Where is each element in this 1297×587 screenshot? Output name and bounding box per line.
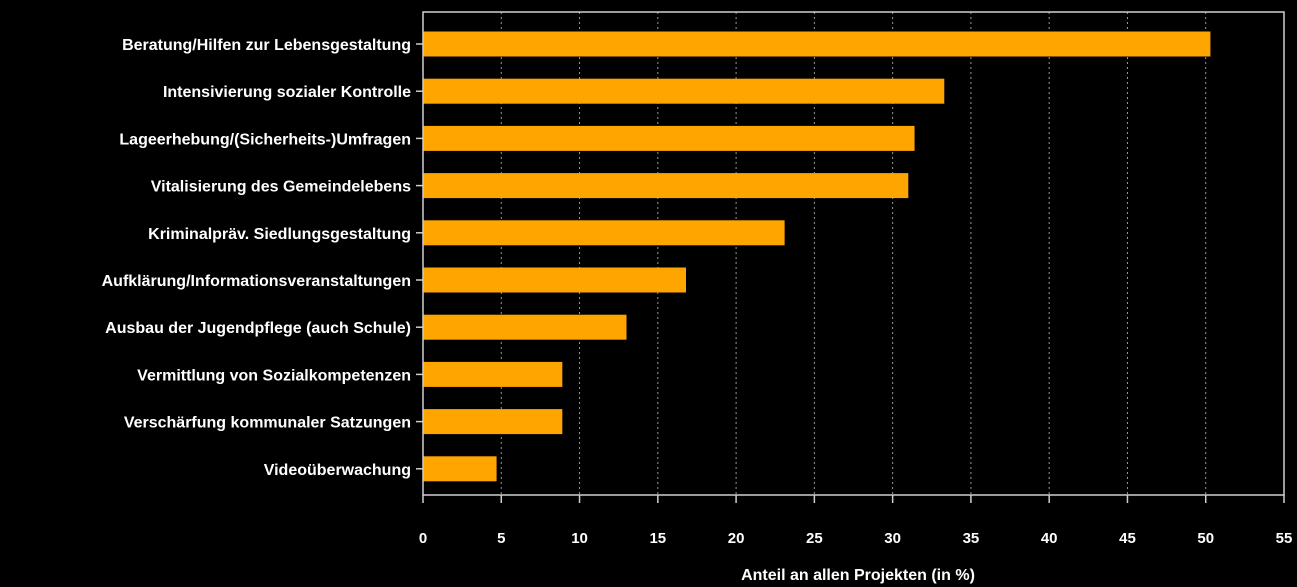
bar-5 [423,220,785,246]
category-label-7: Ausbau der Jugendpflege (auch Schule) [105,320,411,337]
x-tick-label-55: 55 [1276,530,1293,547]
category-label-6: Aufklärung/Informationsveranstaltungen [102,273,411,290]
bar-2 [423,78,945,104]
bar-8 [423,361,563,387]
category-label-4: Vitalisierung des Gemeindelebens [151,179,411,196]
category-labels: Beratung/Hilfen zur Lebensgestaltung Inte… [102,37,411,479]
x-tick-label-20: 20 [728,530,745,547]
axes [416,11,1285,503]
category-label-3: Lageerhebung/(Sicherheits-)Umfragen [119,131,411,148]
x-axis-title: Anteil an allen Projekten (in %) [741,567,975,584]
category-label-2: Intensivierung sozialer Kontrolle [163,84,411,101]
x-tick-label-50: 50 [1197,530,1214,547]
bar-6 [423,267,686,293]
x-tick-label-5: 5 [497,530,505,547]
bar-3 [423,125,915,151]
bar-9 [423,409,563,435]
x-tick-label-40: 40 [1041,530,1058,547]
bars [423,31,1211,482]
category-label-8: Vermittlung von Sozialkompetenzen [137,367,411,384]
category-label-5: Kriminalpräv. Siedlungsgestaltung [148,226,411,243]
bar-10 [423,456,497,482]
category-label-10: Videoüberwachung [264,462,411,479]
category-label-9: Verschärfung kommunaler Satzungen [124,415,411,432]
x-tick-label-15: 15 [649,530,666,547]
bar-4 [423,173,909,199]
x-tick-label-0: 0 [419,530,427,547]
x-tick-label-10: 10 [571,530,588,547]
bar-1 [423,31,1211,57]
tick-labels: 0 5 10 15 20 25 30 35 40 45 50 55 [419,530,1293,547]
x-tick-label-25: 25 [806,530,823,547]
x-tick-label-30: 30 [884,530,901,547]
x-tick-label-35: 35 [963,530,980,547]
plot-frame [422,11,1285,496]
x-tick-label-45: 45 [1119,530,1136,547]
category-label-1: Beratung/Hilfen zur Lebensgestaltung [122,37,411,54]
bar-7 [423,314,627,340]
